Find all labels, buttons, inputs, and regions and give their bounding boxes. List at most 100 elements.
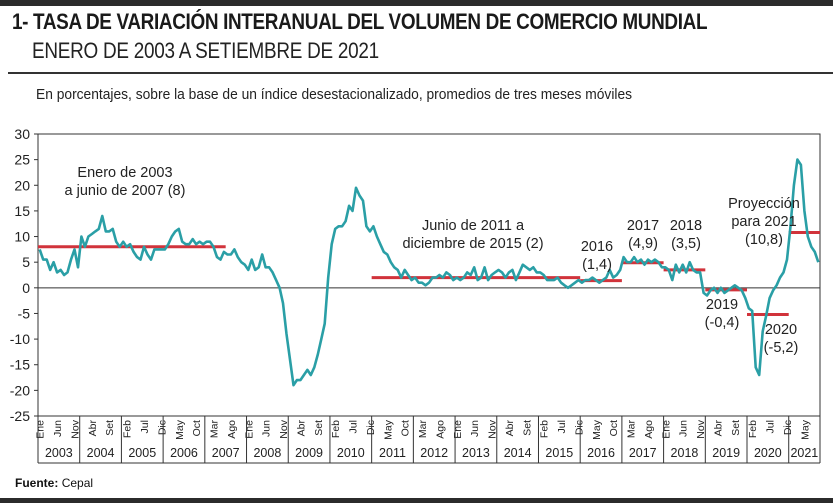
x-month-label: Ago: [226, 420, 238, 439]
x-month-label: Jun: [52, 420, 64, 437]
y-tick-label: 25: [14, 152, 30, 168]
x-month-label: May: [591, 419, 603, 440]
x-year-label: 2005: [128, 446, 156, 460]
y-tick-label: 15: [14, 203, 30, 219]
x-year-label: 2008: [253, 446, 281, 460]
reference-annotation: (-0,4): [705, 315, 740, 331]
reference-annotation: 2017: [627, 218, 659, 234]
x-year-label: 2018: [671, 446, 699, 460]
x-month-label: Jul: [348, 420, 360, 433]
y-tick-label: -15: [10, 357, 30, 373]
x-month-label: Nov: [487, 419, 499, 438]
x-month-label: Abr: [295, 420, 307, 437]
x-month-label: Jun: [469, 420, 481, 437]
x-month-label: Mar: [626, 420, 638, 439]
x-month-label: Mar: [417, 420, 429, 439]
source-label: Fuente:: [15, 476, 59, 490]
y-tick-label: -5: [18, 305, 31, 321]
x-month-label: Nov: [278, 419, 290, 438]
reference-annotation: diciembre de 2015 (2): [402, 236, 543, 252]
x-year-label: 2014: [504, 446, 532, 460]
reference-annotation: para 2021: [731, 214, 796, 230]
x-month-label: Ene: [660, 420, 672, 439]
source-note: Fuente: Cepal: [15, 476, 93, 490]
reference-annotation: Proyección: [728, 196, 800, 212]
y-tick-label: 30: [14, 126, 30, 142]
x-year-label: 2007: [212, 446, 240, 460]
source-value: Cepal: [61, 476, 94, 490]
x-year-label: 2015: [545, 446, 573, 460]
x-month-label: Abr: [87, 420, 99, 437]
header-rule: [8, 72, 833, 74]
reference-annotation: Junio de 2011 a: [422, 218, 525, 234]
x-year-label: 2010: [337, 446, 365, 460]
x-month-label: Nov: [69, 419, 81, 438]
x-month-label: Ago: [643, 420, 655, 439]
x-year-label: 2004: [87, 446, 115, 460]
x-month-label: Dic: [782, 420, 794, 435]
bottom-border: [0, 498, 833, 503]
y-tick-label: -20: [10, 382, 30, 398]
plot-frame: [37, 133, 821, 417]
reference-annotation: (1,4): [582, 257, 612, 273]
x-month-label: May: [382, 419, 394, 440]
x-month-label: Dic: [573, 420, 585, 435]
x-month-label: Feb: [539, 420, 551, 438]
y-tick-label: 5: [22, 254, 30, 270]
x-year-label: 2020: [754, 446, 782, 460]
x-month-label: Oct: [191, 420, 203, 436]
x-year-label: 2003: [45, 446, 73, 460]
reference-annotation: (-5,2): [764, 340, 799, 356]
x-month-label: May: [174, 419, 186, 440]
x-year-label: 2011: [379, 446, 406, 460]
x-month-label: Jun: [678, 420, 690, 437]
reference-annotation: (10,8): [745, 232, 783, 248]
y-tick-label: 0: [22, 280, 30, 296]
x-month-label: Ene: [452, 420, 464, 439]
x-month-label: Abr: [712, 420, 724, 437]
top-border: [0, 0, 833, 6]
reference-annotation: (4,9): [628, 236, 658, 252]
x-month-label: May: [799, 419, 811, 440]
x-month-label: Oct: [608, 420, 620, 436]
x-year-label: 2017: [629, 446, 657, 460]
x-month-label: Set: [104, 420, 116, 436]
x-year-label: 2021: [790, 446, 818, 460]
chart-title: 1- TASA DE VARIACIÓN INTERANUAL DEL VOLU…: [12, 9, 708, 34]
x-month-label: Jun: [261, 420, 273, 437]
y-tick-label: -10: [10, 331, 30, 347]
x-month-label: Abr: [504, 420, 516, 437]
y-tick-label: 20: [14, 177, 30, 193]
x-month-label: Feb: [747, 420, 759, 438]
x-month-label: Jul: [556, 420, 568, 433]
reference-annotation: a junio de 2007 (8): [65, 183, 186, 199]
x-month-label: Jul: [139, 420, 151, 433]
series-line: [38, 158, 820, 387]
y-tick-label: -25: [10, 408, 30, 424]
x-year-label: 2016: [587, 446, 615, 460]
x-year-label: 2019: [712, 446, 740, 460]
x-year-label: 2013: [462, 446, 490, 460]
reference-annotation: 2018: [670, 218, 702, 234]
x-month-label: Set: [521, 420, 533, 436]
x-month-label: Oct: [400, 420, 412, 436]
x-month-label: Nov: [695, 419, 707, 438]
x-month-label: Dic: [156, 420, 168, 435]
x-year-label: 2009: [295, 446, 323, 460]
x-month-label: Set: [313, 420, 325, 436]
x-month-label: Ene: [243, 420, 255, 439]
x-month-label: Ene: [35, 420, 47, 439]
x-month-label: Dic: [365, 420, 377, 435]
reference-annotation: 2020: [765, 322, 797, 338]
x-month-label: Ago: [434, 420, 446, 439]
chart-subtitle: ENERO DE 2003 A SETIEMBRE DE 2021: [32, 38, 379, 63]
chart-units-note: En porcentajes, sobre la base de un índi…: [36, 86, 633, 103]
x-year-label: 2012: [420, 446, 448, 460]
reference-annotation: Enero de 2003: [77, 165, 172, 181]
x-month-label: Mar: [209, 420, 221, 439]
x-month-label: Feb: [330, 420, 342, 438]
x-month-label: Set: [730, 420, 742, 436]
reference-annotation: (3,5): [671, 236, 701, 252]
reference-annotation: 2016: [581, 239, 613, 255]
